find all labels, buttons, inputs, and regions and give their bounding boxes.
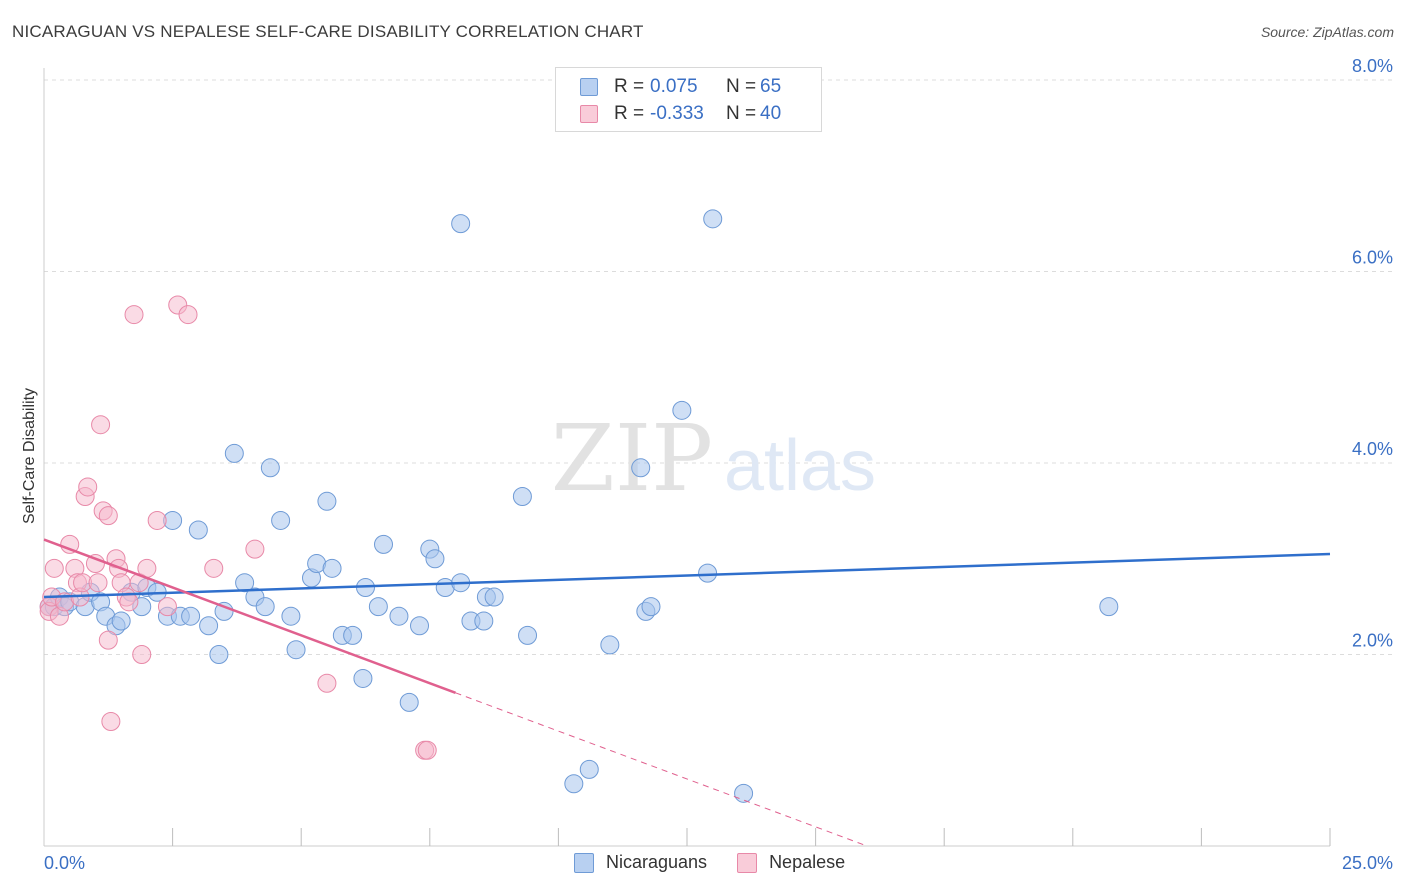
nepalese-point xyxy=(417,740,437,760)
nepalese-point xyxy=(178,305,198,325)
nicaraguans-point xyxy=(214,601,234,621)
axis-layer: 2.0% 4.0% 6.0% 8.0% xyxy=(43,56,1393,847)
n-label: N = xyxy=(726,76,757,97)
nicaraguans-point xyxy=(343,625,363,645)
y-tick-label: 4.0% xyxy=(1352,439,1393,459)
nicaraguans-point xyxy=(353,668,373,688)
nicaraguans-point xyxy=(641,597,661,617)
nicaraguans-point xyxy=(484,587,504,607)
n-value: 65 xyxy=(760,76,782,97)
source-note: Source: ZipAtlas.com xyxy=(1260,24,1394,40)
nepalese-point xyxy=(132,645,152,664)
nicaraguans-point xyxy=(389,606,409,626)
nicaraguans-point xyxy=(579,759,599,779)
nicaraguans-point xyxy=(1099,597,1119,617)
nepalese-point xyxy=(147,510,167,530)
r-label: R = xyxy=(614,76,645,97)
nicaraguans-point xyxy=(235,573,255,593)
nicaraguans-point xyxy=(322,558,342,578)
nicaraguans-point xyxy=(698,563,718,583)
nicaraguans-point xyxy=(255,597,275,617)
nicaraguans-point xyxy=(260,458,280,478)
nicaraguans-point xyxy=(474,611,494,631)
nicaraguans-trend-line xyxy=(43,552,1331,599)
nepalese-point xyxy=(78,477,98,497)
nicaraguans-point xyxy=(224,443,244,463)
nicaraguans-point xyxy=(410,616,430,636)
watermark-zip: ZIP xyxy=(551,405,713,512)
nepalese-points xyxy=(39,295,437,760)
nicaraguans-point xyxy=(451,214,471,234)
watermark-atlas: atlas xyxy=(724,426,876,506)
nicaraguans-point xyxy=(374,534,394,554)
nicaraguans-point xyxy=(672,400,692,420)
nepalese-point xyxy=(204,558,224,578)
nicaraguans-point xyxy=(111,611,131,631)
nicaraguans-point xyxy=(317,491,337,511)
nicaraguans-point xyxy=(368,597,388,617)
x-tick-label-max: 25.0% xyxy=(1342,853,1393,873)
stats-row-nepalese: R = -0.333 N = 40 xyxy=(580,101,781,127)
nepalese-point xyxy=(101,712,121,732)
nicaraguans-point xyxy=(512,487,532,507)
nicaraguans-point xyxy=(425,549,445,569)
nicaraguans-swatch xyxy=(580,78,598,96)
nicaraguans-point xyxy=(209,645,229,664)
legend-label: Nepalese xyxy=(769,852,846,872)
n-label: N = xyxy=(726,103,757,124)
nicaraguans-point xyxy=(286,640,306,660)
nicaraguans-point xyxy=(281,606,301,626)
nicaraguans-point xyxy=(564,774,584,794)
nicaraguans-point xyxy=(703,209,723,229)
nepalese-swatch xyxy=(580,105,598,123)
legend-item-nicaraguans[interactable]: Nicaraguans xyxy=(574,852,707,873)
nicaraguans-point xyxy=(600,635,620,655)
nepalese-point xyxy=(44,558,64,578)
nepalese-point xyxy=(85,554,105,574)
y-tick-label: 8.0% xyxy=(1352,56,1393,76)
nepalese-point xyxy=(91,415,111,435)
y-axis-label: Self-Care Disability xyxy=(21,388,38,524)
legend-item-nepalese[interactable]: Nepalese xyxy=(737,852,845,873)
nepalese-swatch xyxy=(737,852,758,873)
stats-row-nicaraguans: R = 0.075 N = 65 xyxy=(580,74,781,100)
n-value: 40 xyxy=(760,103,782,124)
nepalese-point xyxy=(245,539,265,559)
r-value: 0.075 xyxy=(650,76,698,97)
nepalese-point xyxy=(317,673,337,693)
nicaraguans-point xyxy=(631,458,651,478)
nepalese-point xyxy=(98,506,118,526)
nicaraguans-point xyxy=(518,625,538,645)
nepalese-point xyxy=(98,630,118,650)
nicaraguans-point xyxy=(181,606,201,626)
nepalese-point xyxy=(60,534,80,554)
nepalese-trend-line xyxy=(43,538,456,694)
x-tick-label-min: 0.0% xyxy=(44,853,85,873)
nicaraguans-swatch xyxy=(574,852,594,873)
nepalese-trend-extrapolated xyxy=(455,692,868,847)
y-tick-label: 2.0% xyxy=(1352,631,1393,651)
grid-layer xyxy=(44,79,1393,655)
series-legend: Nicaraguans Nepalese xyxy=(574,852,875,873)
nicaraguans-point xyxy=(188,520,208,540)
y-tick-label: 6.0% xyxy=(1352,248,1393,268)
nicaraguans-point xyxy=(734,783,754,803)
chart-title: NICARAGUAN VS NEPALESE SELF-CARE DISABIL… xyxy=(12,22,644,41)
trend-layer xyxy=(43,538,1331,847)
stats-legend: R = 0.075 N = 65 R = -0.333 N = 40 xyxy=(555,67,822,132)
nicaraguans-point xyxy=(199,616,219,636)
r-label: R = xyxy=(614,103,645,124)
nepalese-point xyxy=(88,573,108,593)
nepalese-point xyxy=(124,305,144,325)
nicaraguans-point xyxy=(399,692,419,712)
nepalese-point xyxy=(157,597,177,617)
legend-label: Nicaraguans xyxy=(606,852,708,872)
watermark: ZIP atlas xyxy=(551,405,876,512)
nicaraguans-point xyxy=(271,510,291,530)
nepalese-point xyxy=(119,592,139,612)
r-value: -0.333 xyxy=(650,103,704,124)
